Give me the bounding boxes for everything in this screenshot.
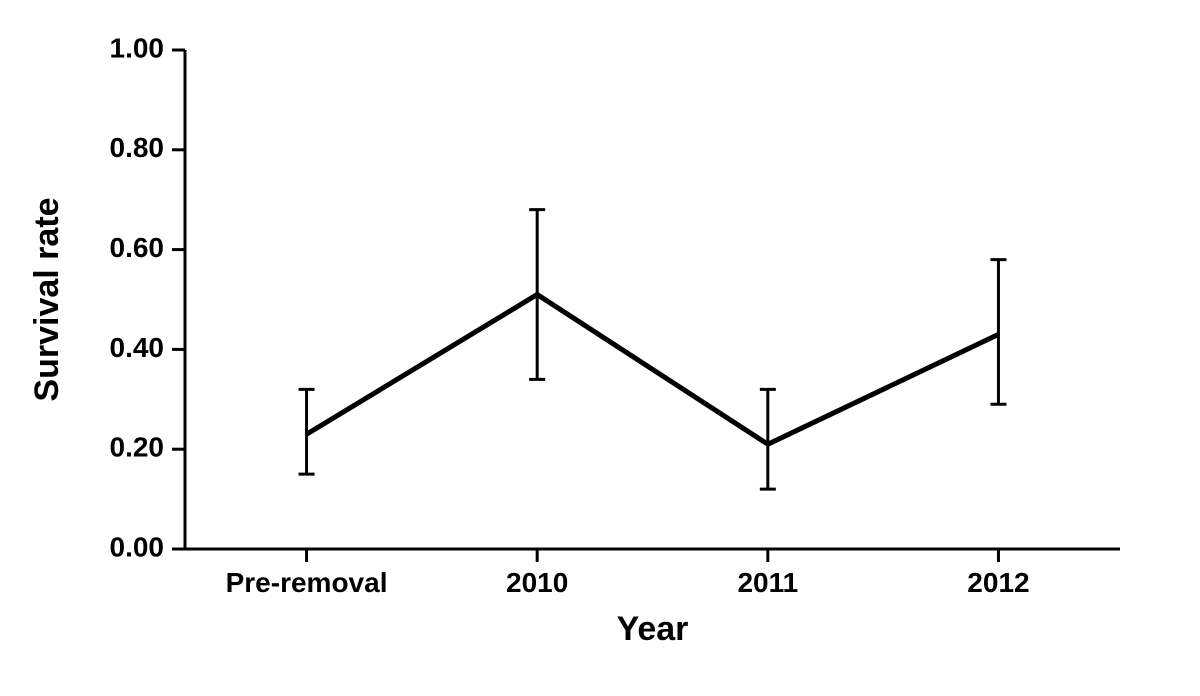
chart-svg: 0.00 0.20 0.40 0.60 0.80 1.00 Pre-removal 2010 2… — [0, 0, 1200, 696]
x-tick-label: 2012 — [967, 567, 1029, 598]
y-tick-label: 0.80 — [110, 132, 165, 163]
x-tick-label: Pre-removal — [226, 567, 388, 598]
series-line — [307, 295, 999, 445]
survival-rate-chart: 0.00 0.20 0.40 0.60 0.80 1.00 Pre-removal 2010 2… — [0, 0, 1200, 696]
y-axis-title: Survival rate — [28, 197, 66, 401]
y-tick-label: 0.40 — [110, 332, 165, 363]
y-tick-label: 0.20 — [110, 432, 165, 463]
x-tick-label: 2011 — [737, 567, 798, 598]
x-axis-title: Year — [617, 610, 689, 648]
x-tick-label: 2010 — [506, 567, 568, 598]
y-tick-label: 0.60 — [110, 232, 165, 263]
y-tick-label: 1.00 — [110, 32, 165, 63]
y-tick-label: 0.00 — [110, 531, 165, 562]
